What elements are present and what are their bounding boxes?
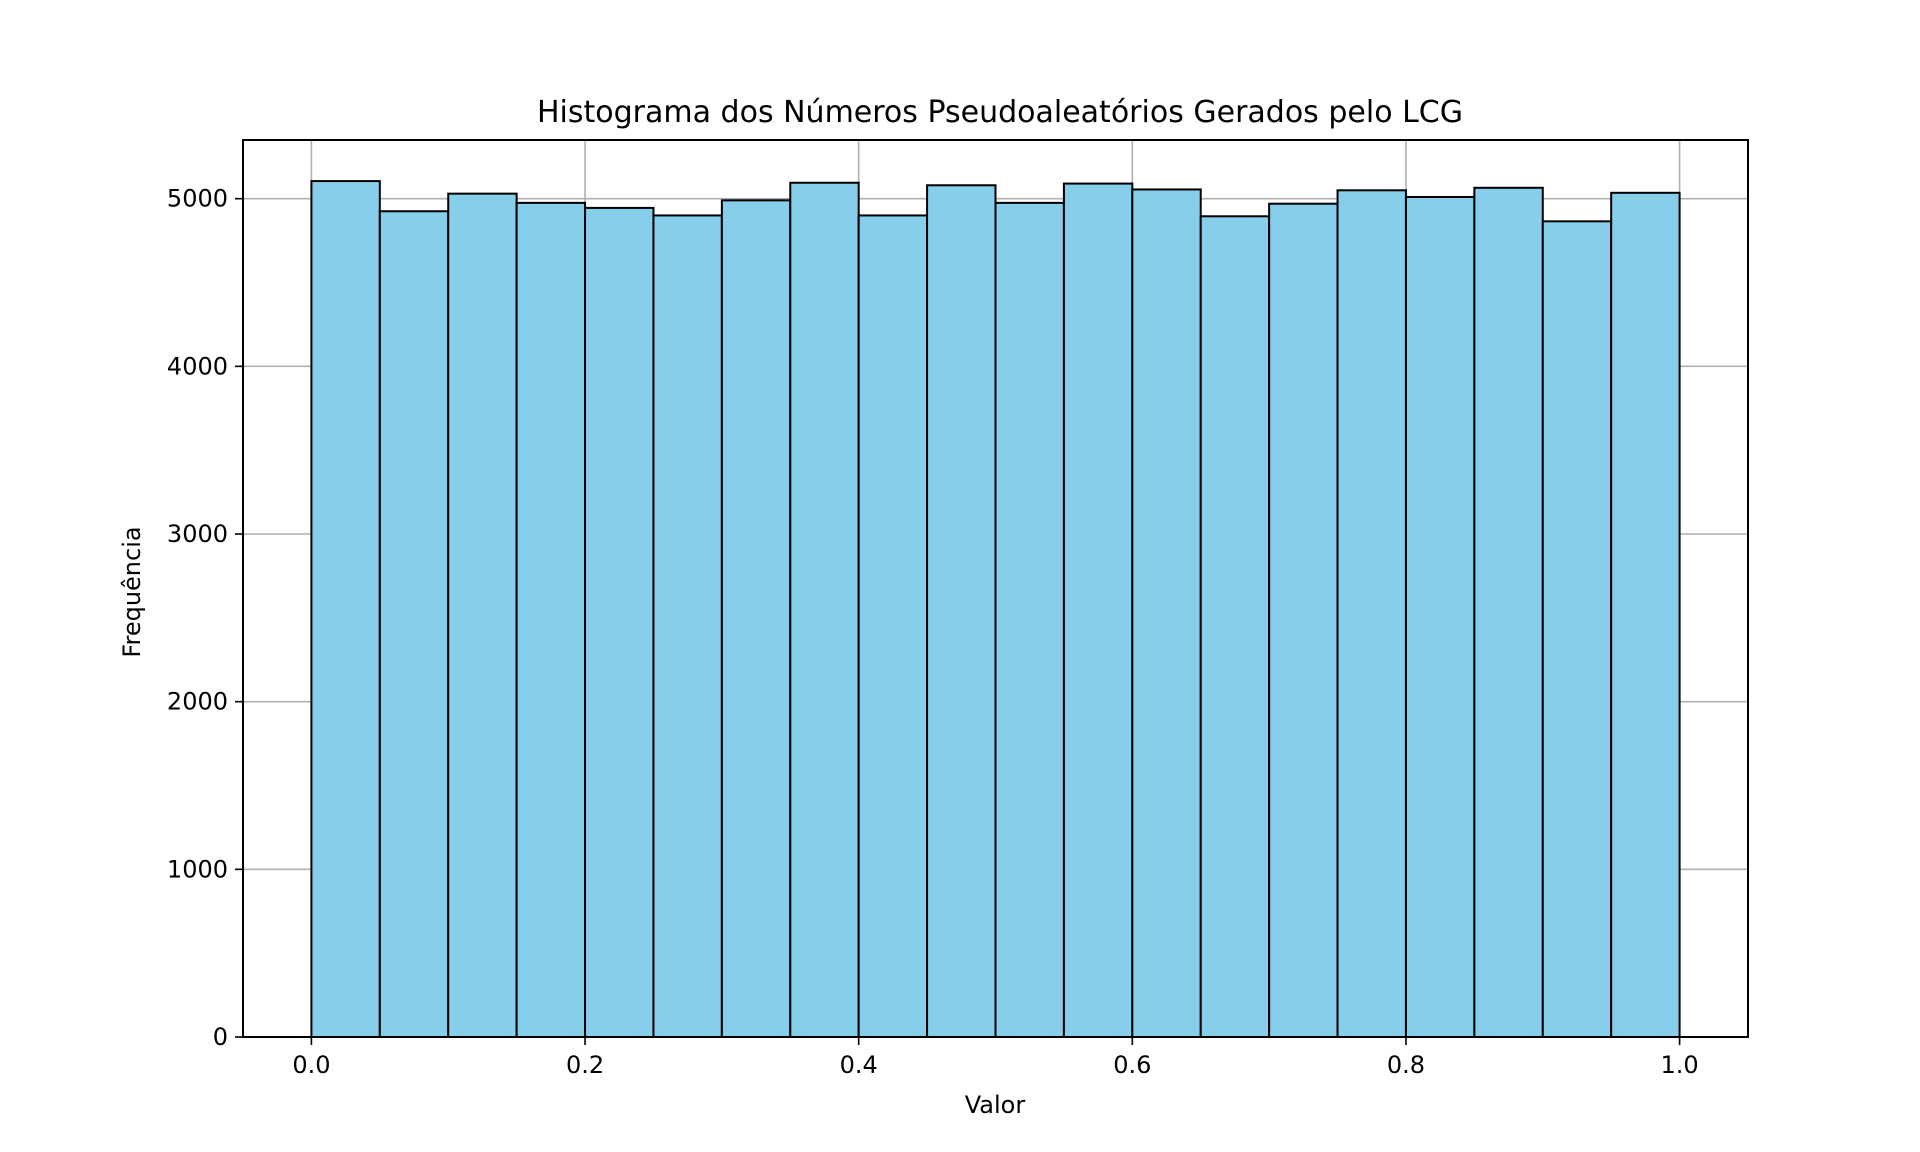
y-tick-label: 5000 xyxy=(167,185,228,213)
y-tick-label: 4000 xyxy=(167,352,228,380)
y-tick-label: 1000 xyxy=(167,855,228,883)
histogram-bar xyxy=(994,201,1065,1038)
histogram-bar xyxy=(1336,189,1407,1038)
x-axis-ticks: 0.0 0.2 0.4 0.6 0.8 1.0 xyxy=(292,1037,1699,1079)
histogram-bars xyxy=(310,180,1681,1038)
y-axis-ticks: 0 1000 2000 3000 4000 5000 xyxy=(167,185,243,1051)
histogram-bar xyxy=(857,214,929,1038)
histogram-bar xyxy=(652,214,723,1038)
y-tick-label: 3000 xyxy=(167,520,228,548)
histogram-bar xyxy=(720,199,792,1038)
histogram-bar xyxy=(515,201,587,1038)
plot-frame xyxy=(242,139,1749,1038)
histogram-bar xyxy=(1541,220,1613,1038)
histogram-bar xyxy=(1131,188,1202,1038)
y-tick-label: 2000 xyxy=(167,688,228,716)
x-axis-label: Valor xyxy=(965,1091,1026,1119)
histogram-bar xyxy=(378,210,450,1038)
y-axis-label: Frequência xyxy=(118,526,146,657)
x-tick-label: 0.4 xyxy=(840,1051,878,1079)
x-tick-label: 0.6 xyxy=(1113,1051,1151,1079)
histogram-bar xyxy=(1404,196,1476,1038)
x-tick-label: 0.8 xyxy=(1387,1051,1425,1079)
x-tick-label: 0.2 xyxy=(566,1051,604,1079)
x-tick-label: 1.0 xyxy=(1661,1051,1699,1079)
histogram-bar xyxy=(926,184,997,1038)
x-tick-label: 0.0 xyxy=(292,1051,330,1079)
histogram-bar xyxy=(1610,191,1681,1038)
histogram-bar xyxy=(1199,215,1271,1038)
histogram-bar xyxy=(310,180,381,1038)
histogram-bar xyxy=(447,192,518,1038)
y-tick-label: 0 xyxy=(213,1023,228,1051)
histogram-bar xyxy=(1268,202,1339,1038)
histogram-bar xyxy=(584,206,655,1038)
chart-title: Histograma dos Números Pseudoaleatórios … xyxy=(537,95,1463,130)
histogram-bar xyxy=(789,181,860,1038)
histogram-bar xyxy=(1062,182,1134,1038)
histogram-bar xyxy=(1473,186,1544,1038)
